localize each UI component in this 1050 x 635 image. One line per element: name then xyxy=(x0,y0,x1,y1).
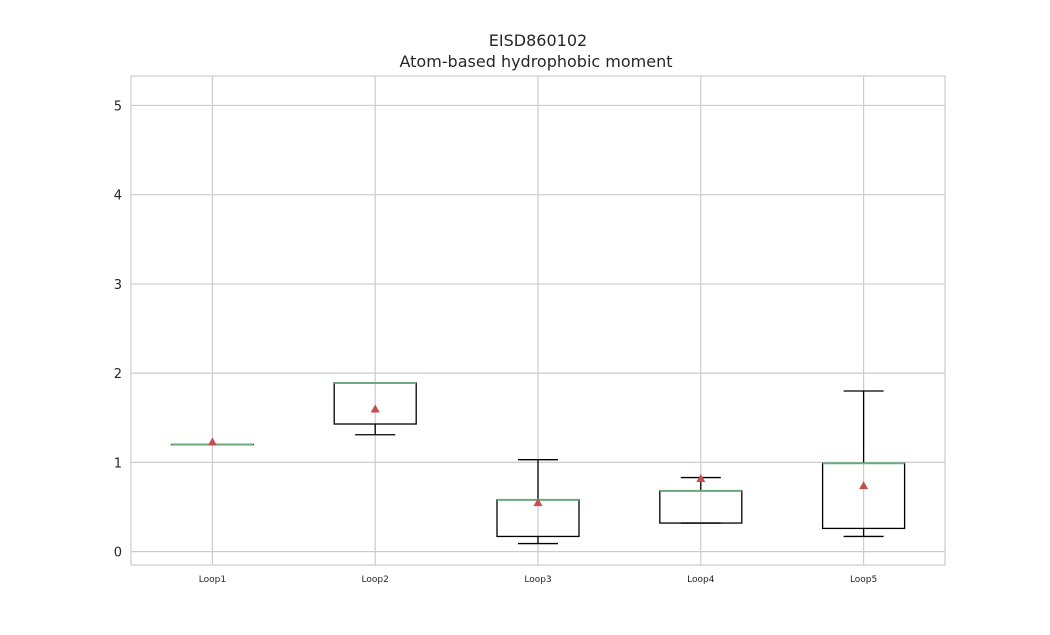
x-tick-label: Loop5 xyxy=(850,575,877,585)
mean-marker xyxy=(370,404,380,413)
y-axis-ticks: 0 1 2 3 4 5 xyxy=(114,99,122,560)
mean-marker xyxy=(859,481,869,490)
x-tick-label: Loop2 xyxy=(362,575,389,585)
x-tick-label: Loop1 xyxy=(199,575,226,585)
box-loop2 xyxy=(333,381,417,436)
box-loop3 xyxy=(496,459,580,545)
mean-marker xyxy=(207,437,217,446)
mean-marker xyxy=(533,498,543,507)
boxes xyxy=(170,381,906,545)
y-tick-label: 3 xyxy=(114,278,122,293)
mean-marker xyxy=(696,473,706,483)
plot-frame xyxy=(130,75,946,566)
y-tick-label: 1 xyxy=(114,456,122,471)
y-tick-label: 4 xyxy=(114,189,122,204)
y-tick-label: 0 xyxy=(114,546,122,561)
x-axis-ticks: Loop1 Loop2 Loop3 Loop4 Loop5 xyxy=(199,575,878,585)
y-tick-label: 2 xyxy=(114,367,122,382)
x-tick-label: Loop3 xyxy=(524,575,551,585)
x-tick-label: Loop4 xyxy=(687,575,715,585)
box-loop4 xyxy=(659,473,743,524)
y-tick-label: 5 xyxy=(114,99,122,114)
box-loop1 xyxy=(170,437,255,446)
chart-title: EISD860102 xyxy=(489,31,587,50)
chart-subtitle: Atom-based hydrophobic moment xyxy=(399,52,672,71)
box-loop5 xyxy=(821,390,906,538)
